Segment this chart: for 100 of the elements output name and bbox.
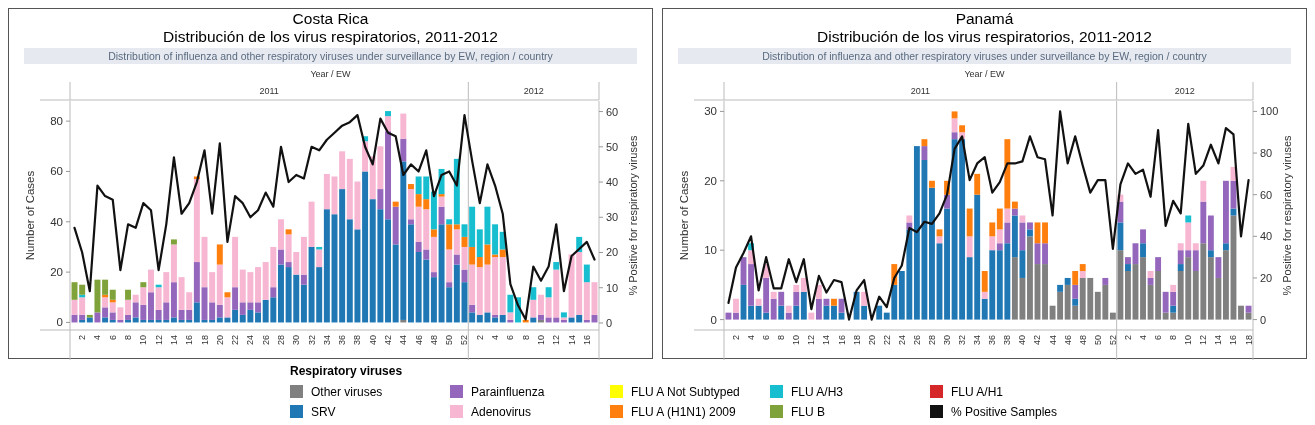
chart-title: Panamá [955, 10, 1014, 27]
bar [385, 219, 392, 323]
bar [270, 287, 277, 298]
bar [996, 229, 1003, 244]
bar [1004, 222, 1011, 244]
bar [785, 305, 792, 313]
chart-title: Costa Rica [292, 10, 369, 27]
x-tick-label: 16 [1228, 335, 1239, 346]
bar [921, 146, 928, 160]
bar [1140, 257, 1146, 320]
bar [148, 269, 154, 293]
x-tick-label: 16 [836, 335, 847, 346]
bar [102, 317, 109, 323]
x-tick-label: 22 [881, 335, 892, 346]
bar [1200, 201, 1207, 244]
bar [815, 284, 822, 299]
bar [407, 224, 414, 323]
x-tick-label: 32 [957, 335, 968, 346]
x-tick-label: 30 [291, 335, 302, 346]
legend-label: SRV [311, 405, 336, 419]
bar [430, 191, 437, 230]
bar [1147, 277, 1154, 285]
bar [216, 304, 223, 318]
bar [392, 206, 399, 245]
bar [193, 179, 200, 263]
bar [446, 219, 453, 225]
bar [86, 317, 93, 323]
bar [1223, 243, 1229, 251]
bar [499, 249, 506, 258]
bar [232, 309, 239, 323]
legend-label: Adenovirus [471, 405, 532, 419]
y-tick-label: 10 [704, 244, 717, 257]
bar [778, 305, 785, 320]
bar [232, 287, 239, 310]
x-tick-label: 20 [866, 335, 877, 346]
bar [921, 139, 928, 147]
bar [989, 236, 996, 251]
bar [553, 262, 560, 270]
x-tick-label: 18 [1243, 335, 1254, 346]
bar [1064, 277, 1071, 285]
bar [392, 201, 399, 207]
text: Year / EW [964, 69, 1006, 79]
bar [125, 314, 132, 320]
bar [109, 312, 116, 320]
bar [1042, 243, 1048, 265]
bar [1223, 180, 1229, 244]
bar [951, 118, 958, 133]
bar [831, 298, 837, 306]
text: 2011 [910, 86, 930, 96]
x-tick-label: 16 [581, 335, 592, 346]
bar [1079, 271, 1086, 278]
bar [193, 262, 200, 303]
bar [793, 291, 800, 306]
x-tick-label: 36 [337, 335, 348, 346]
bar [125, 289, 132, 300]
x-tick-label: 4 [490, 335, 501, 341]
bar [446, 249, 453, 283]
y-tick-label: 30 [704, 105, 717, 118]
bar [560, 312, 567, 318]
x-tick-label: 24 [896, 335, 907, 346]
bar [1170, 284, 1177, 292]
bar [785, 312, 792, 320]
y2-tick-label: 60 [1260, 188, 1273, 201]
bar [430, 272, 437, 278]
legend-label: FLU A/H1 [951, 385, 1004, 399]
bar [1223, 250, 1229, 320]
bar [170, 317, 177, 323]
x-tick-label: 26 [911, 335, 922, 346]
bar [400, 138, 407, 162]
legend-label: Other viruses [311, 385, 383, 399]
bar [1027, 222, 1033, 230]
bar [583, 264, 590, 283]
x-tick-label: 14 [821, 335, 832, 346]
bar [876, 305, 883, 320]
x-tick-label: 40 [1017, 335, 1028, 346]
y2-tick-label: 60 [606, 105, 619, 118]
bar [951, 111, 958, 119]
bar [981, 271, 988, 292]
bar [430, 229, 437, 237]
x-tick-label: 2 [474, 335, 485, 341]
x-tick-label: 34 [321, 335, 332, 346]
bar [285, 262, 292, 268]
bar [385, 131, 392, 220]
x-tick-label: 6 [107, 335, 118, 341]
x-tick-label: 38 [1002, 335, 1013, 346]
x-tick-label: 24 [245, 335, 256, 346]
bar [770, 291, 777, 299]
bar [277, 249, 284, 265]
x-tick-label: 50 [444, 335, 455, 346]
bar [996, 208, 1003, 230]
x-tick-label: 44 [398, 335, 409, 346]
bar [469, 246, 476, 265]
bar [277, 219, 284, 250]
bar [1177, 264, 1184, 272]
x-tick-label: 12 [806, 335, 817, 346]
x-tick-label: 8 [776, 335, 787, 341]
x-tick-label: 10 [791, 335, 802, 346]
bar [748, 264, 754, 306]
line-series [73, 113, 596, 321]
bar [733, 298, 739, 313]
